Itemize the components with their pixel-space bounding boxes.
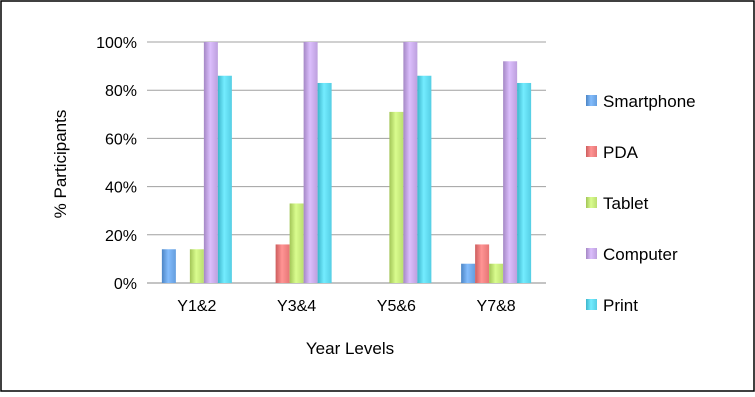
legend-label: Print <box>603 296 638 315</box>
bar-computer-0 <box>203 42 218 283</box>
legend-label: PDA <box>603 143 639 162</box>
bar-smartphone-3 <box>461 263 476 283</box>
legend-label: Smartphone <box>603 92 696 111</box>
legend-swatch <box>586 299 597 310</box>
y-tick-label: 60% <box>105 131 137 148</box>
bar-pda-1 <box>275 244 290 283</box>
bar-computer-3 <box>503 61 518 283</box>
y-tick-label: 40% <box>105 180 137 197</box>
bar-print-2 <box>417 75 432 284</box>
bar-tablet-3 <box>489 263 504 283</box>
legend: Smartphone PDA Tablet Computer Print <box>586 92 696 315</box>
legend-swatch <box>586 248 597 259</box>
bar-computer-2 <box>403 42 418 283</box>
bar-computer-1 <box>303 42 318 283</box>
bar-pda-3 <box>475 244 490 283</box>
x-axis-ticks: Y1&2 Y3&4 Y5&6 Y7&8 <box>177 298 515 315</box>
bars <box>161 42 532 284</box>
bar-print-0 <box>217 75 232 284</box>
y-tick-label: 0% <box>114 276 137 293</box>
bar-tablet-1 <box>289 203 304 283</box>
legend-swatch <box>586 197 597 208</box>
bar-tablet-2 <box>389 111 404 283</box>
y-axis-ticks: 0% 20% 40% 60% 80% 100% <box>96 35 137 293</box>
x-tick-label: Y3&4 <box>277 298 316 315</box>
x-tick-label: Y1&2 <box>177 298 216 315</box>
legend-swatch <box>586 95 597 106</box>
x-tick-label: Y7&8 <box>477 298 516 315</box>
y-axis-title: % Participants <box>51 110 70 219</box>
bar-print-1 <box>317 82 332 283</box>
y-tick-label: 20% <box>105 228 137 245</box>
legend-label: Computer <box>603 245 678 264</box>
legend-swatch <box>586 146 597 157</box>
legend-label: Tablet <box>603 194 649 213</box>
bar-print-3 <box>517 82 532 283</box>
bar-smartphone-0 <box>161 249 176 283</box>
y-tick-label: 100% <box>96 35 137 52</box>
x-tick-label: Y5&6 <box>377 298 416 315</box>
bar-tablet-0 <box>189 249 204 283</box>
x-axis-title: Year Levels <box>306 339 394 358</box>
y-tick-label: 80% <box>105 83 137 100</box>
